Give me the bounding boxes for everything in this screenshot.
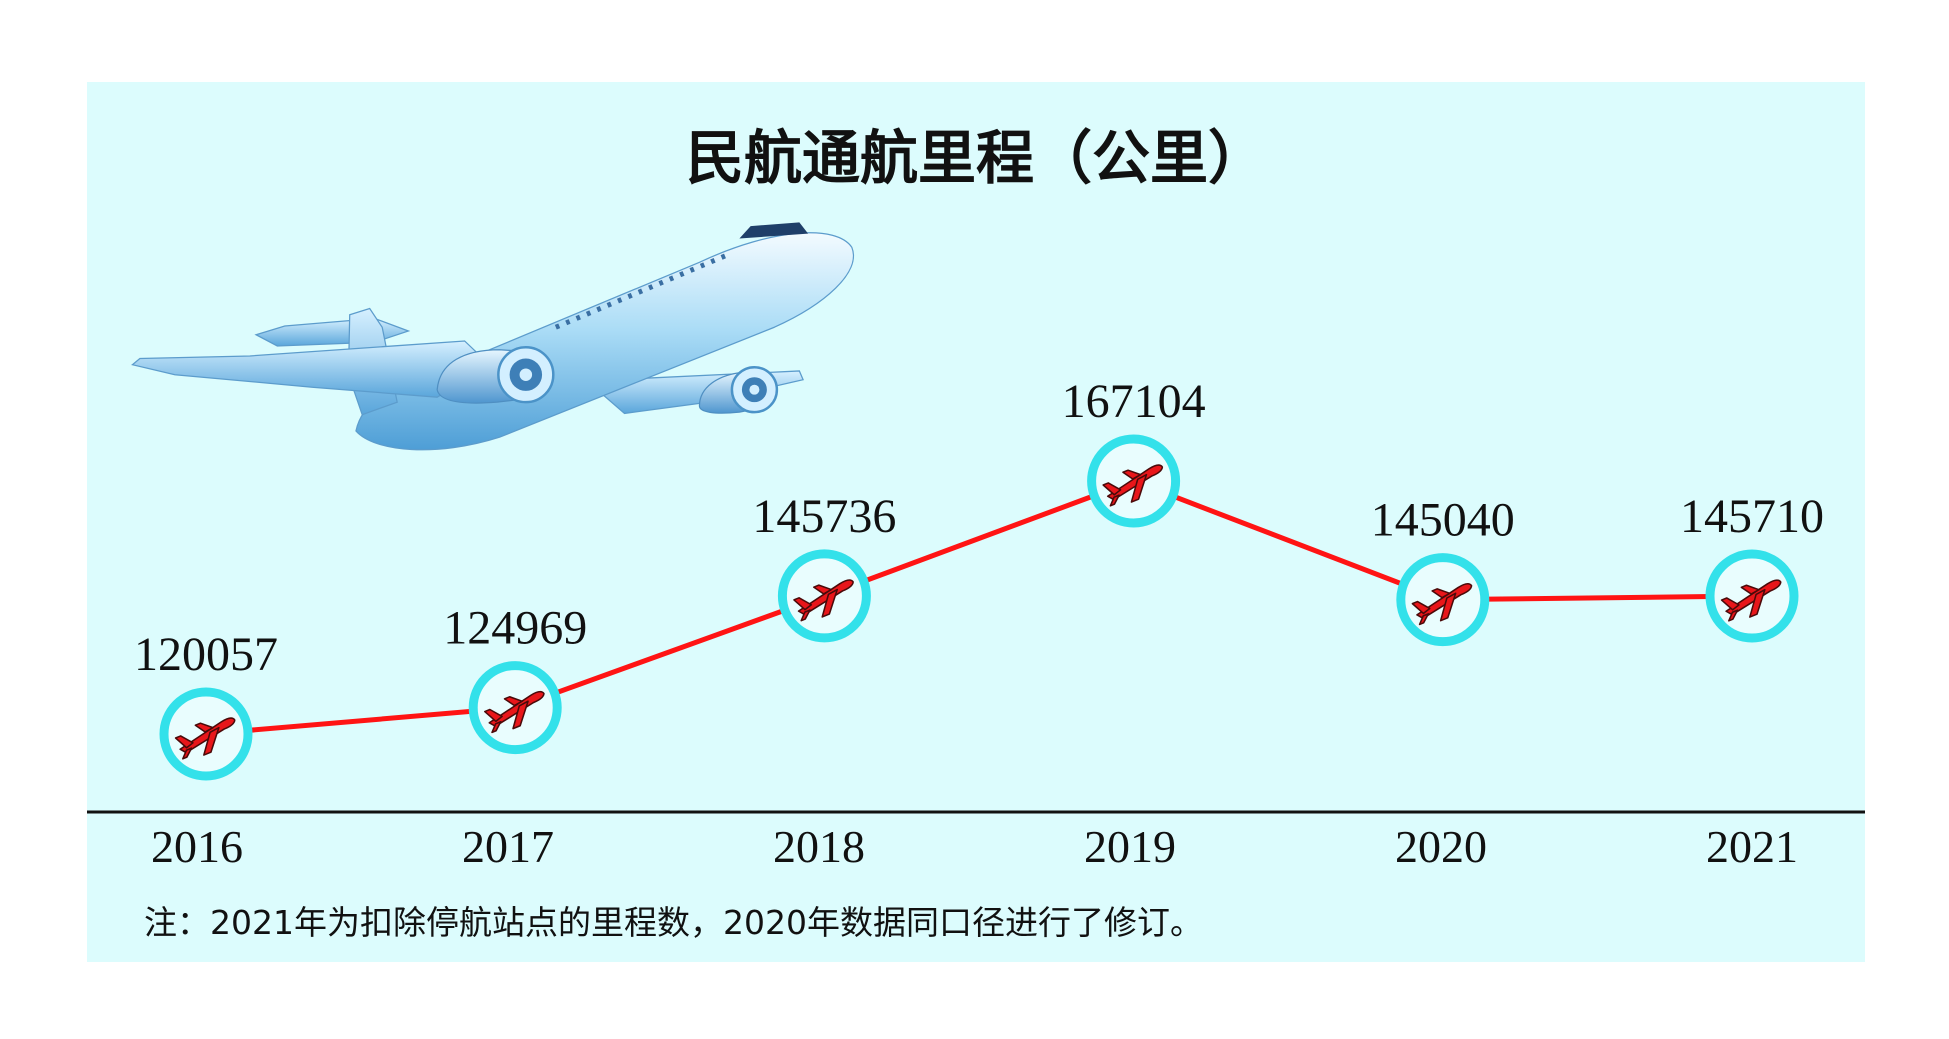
value-label: 167104 [1062,375,1206,428]
year-tick-label: 2018 [773,821,865,872]
chart-footnote: 注：2021年为扣除停航站点的里程数，2020年数据同口径进行了修订。 [144,903,1203,942]
year-tick-label: 2019 [1084,821,1176,872]
value-label: 145710 [1680,490,1824,543]
cockpit-windows [739,222,809,239]
value-label: 145736 [752,490,896,543]
airplane-icon [484,690,545,734]
far-engine [698,365,779,414]
series-layer [159,434,1799,781]
data-point-marker [777,549,871,643]
airplane-icon [1411,582,1473,626]
chart-panel [87,82,1865,962]
airplane-icon [1102,464,1164,507]
airplane-illustration [131,222,854,451]
value-label: 120057 [134,628,278,681]
series-line [205,478,1753,737]
year-tick-label: 2020 [1395,821,1487,872]
data-point-marker [1705,549,1799,643]
year-tick-label: 2017 [462,821,554,872]
airplane-icon [1720,579,1782,622]
airplane-icon [793,579,854,622]
data-point-marker [1396,553,1490,647]
labels-layer: 120057 2016 124969 2017 145736 2018 167104 2019… [134,375,1824,872]
airplane-icon [174,717,236,760]
value-label: 145040 [1371,494,1515,547]
value-label: 124969 [443,602,587,655]
chart-title: 民航通航里程（公里） [686,124,1266,192]
year-tick-label: 2021 [1706,821,1798,872]
data-point-marker [468,661,562,755]
near-engine [436,345,555,404]
year-tick-label: 2016 [151,821,243,872]
data-point-marker [159,687,253,781]
cabin-windows [554,251,732,330]
data-point-marker [1087,434,1181,528]
